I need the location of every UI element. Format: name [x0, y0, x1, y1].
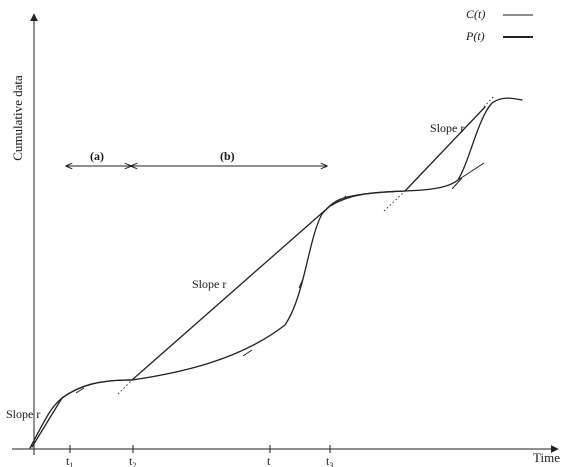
- tick-label-t1: t1: [66, 454, 73, 467]
- slope-label-middle: Slope r: [192, 277, 226, 291]
- tangent-mark-2: [242, 349, 253, 357]
- dotted-ext-top-left: [383, 190, 406, 212]
- slope-label-bottom: Slope r: [6, 407, 40, 421]
- dotted-ext-top-right: [483, 95, 495, 108]
- legend-label-c: C(t): [466, 7, 485, 21]
- interval-a-label: (a): [90, 149, 104, 163]
- tick-label-t3: t3: [326, 454, 333, 467]
- tangent-mark-4: [451, 177, 463, 190]
- interval-b-label: (b): [220, 149, 235, 163]
- y-axis-label: Cumulative data: [10, 75, 25, 161]
- x-axis-label: Time: [533, 450, 560, 465]
- legend: C(t) P(t): [465, 7, 533, 43]
- tangent-mark-1: [75, 387, 85, 394]
- dotted-ext-bottom: [117, 379, 133, 395]
- legend-label-p: P(t): [465, 29, 485, 43]
- tick-label-t2: t2: [129, 454, 136, 467]
- c-curve: [29, 97, 523, 449]
- tick-label-t: t: [267, 454, 271, 467]
- tangent-mark-3: [298, 278, 304, 289]
- slope-label-top: Slope r: [430, 121, 464, 135]
- upper-c-branch: [454, 162, 485, 183]
